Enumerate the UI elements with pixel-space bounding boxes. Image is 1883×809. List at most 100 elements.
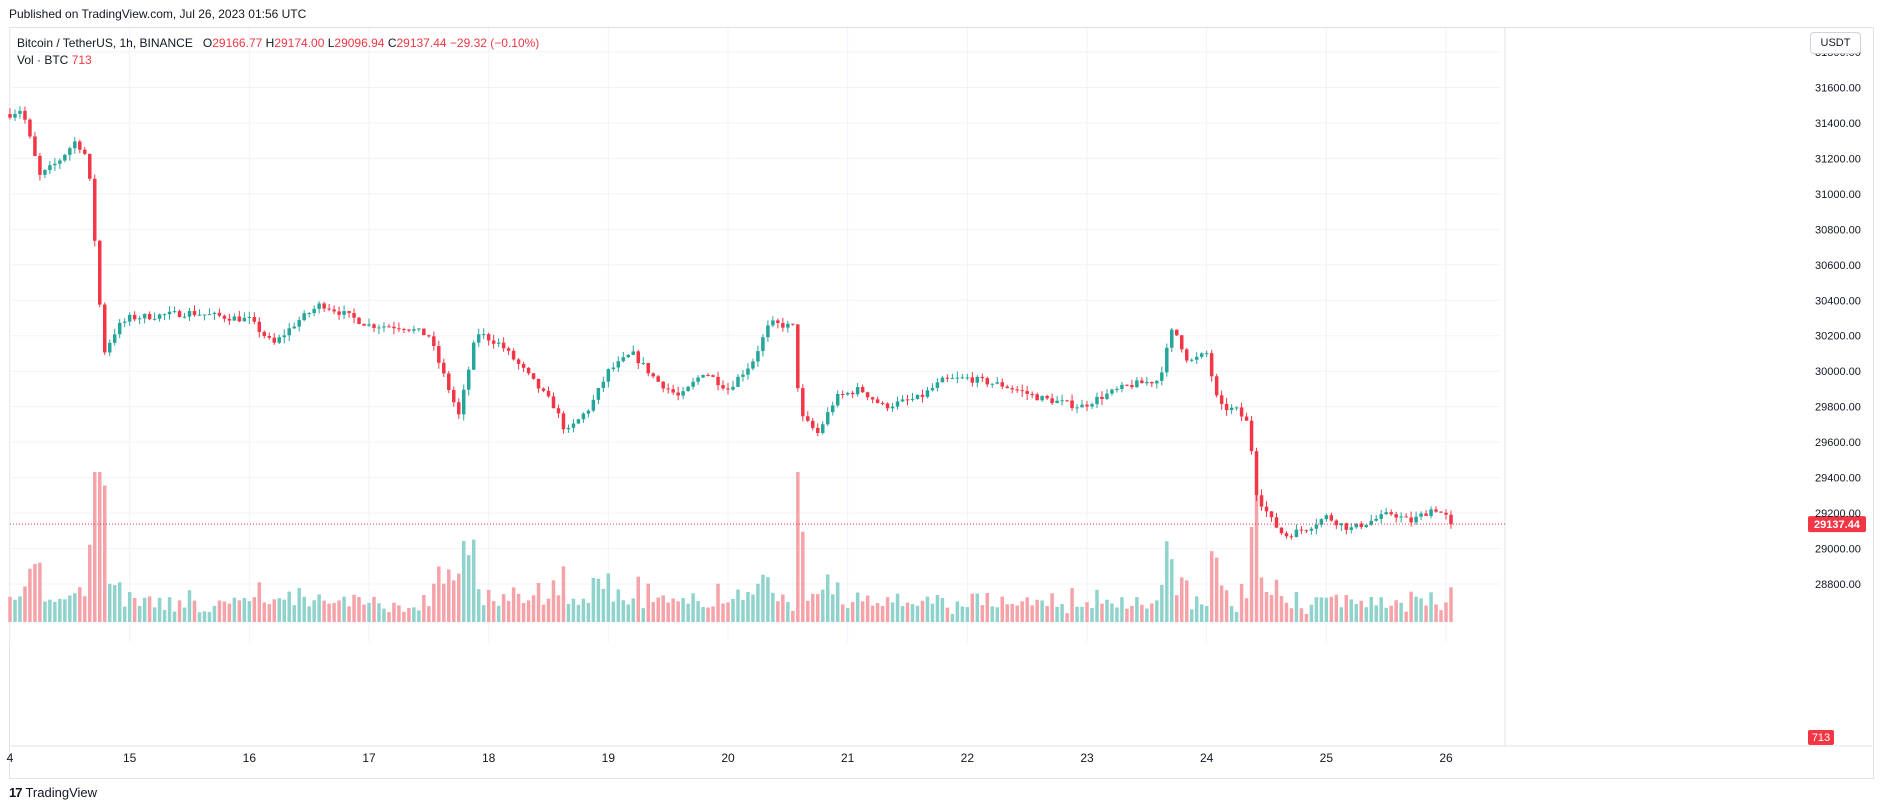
price-tick-label: 30600.00 <box>1815 260 1861 272</box>
volume-bar <box>1160 584 1164 622</box>
candle-body <box>1120 384 1124 389</box>
volume-bar <box>287 591 291 622</box>
candle-body <box>367 324 371 326</box>
volume-bar <box>402 611 406 622</box>
candle-body <box>786 323 790 328</box>
volume-bar <box>1384 607 1388 622</box>
candle-body <box>1329 515 1334 521</box>
candle-body <box>651 373 655 377</box>
candle-body <box>1374 518 1378 521</box>
candle-body <box>1369 520 1373 525</box>
candle-body <box>975 376 980 383</box>
candle-body <box>317 303 321 309</box>
volume-label[interactable]: Vol · BTC <box>17 53 69 67</box>
volume-bar <box>1105 599 1109 622</box>
volume-bar <box>177 600 182 622</box>
time-tick-label: 16 <box>243 751 257 765</box>
candle-body <box>486 334 491 341</box>
volume-bar <box>432 583 436 622</box>
candle-body <box>372 324 376 328</box>
candle-body <box>776 320 780 323</box>
candle-body <box>641 363 645 365</box>
volume-bar <box>312 600 316 622</box>
candle-body <box>511 350 516 360</box>
candle-body <box>835 393 840 406</box>
candle-body <box>347 311 351 313</box>
volume-bar <box>461 541 466 622</box>
candle-body <box>292 326 296 329</box>
candle-body <box>217 312 222 316</box>
volume-bar <box>152 607 157 622</box>
candle-body <box>162 314 167 316</box>
volume-bar <box>1264 591 1269 622</box>
candle-body <box>1304 530 1309 532</box>
volume-bar <box>1234 611 1239 622</box>
volume-bar <box>1070 588 1074 622</box>
volume-bar <box>1140 604 1144 622</box>
candle-body <box>536 378 541 389</box>
candle-body <box>965 377 970 379</box>
volume-bar <box>691 593 695 622</box>
candle-body <box>1339 523 1344 526</box>
candle-body <box>855 387 860 395</box>
candle-body <box>377 327 381 329</box>
candle-body <box>1404 516 1408 518</box>
candle-body <box>806 416 810 421</box>
candle-body <box>262 331 267 337</box>
volume-bar <box>666 602 670 622</box>
candle-body <box>741 374 745 377</box>
candle-body <box>626 354 631 358</box>
price-tick-label: 29400.00 <box>1815 473 1861 485</box>
volume-bar <box>581 598 586 622</box>
volume-bar <box>1175 595 1179 622</box>
volume-bar <box>68 595 72 622</box>
last-price-label: 29137.44 <box>1814 519 1861 531</box>
volume-bar <box>516 593 521 622</box>
volume-bar <box>811 593 815 622</box>
candle-body <box>152 318 157 320</box>
volume-bar <box>870 605 875 622</box>
volume-bar <box>606 573 611 622</box>
volume-bar <box>1304 613 1309 622</box>
low-label: L <box>327 36 335 50</box>
candle-body <box>107 342 112 353</box>
candle-body <box>1175 329 1179 336</box>
footer-brand[interactable]: 17 TradingView <box>9 785 97 800</box>
candle-body <box>706 374 710 376</box>
candle-body <box>631 351 636 355</box>
candle-body <box>112 334 117 343</box>
candle-body <box>227 318 232 321</box>
candle-body <box>1199 353 1204 357</box>
volume-bar <box>1434 604 1438 622</box>
volume-bar <box>1444 602 1448 622</box>
candle-body <box>875 399 880 403</box>
candle-body <box>172 311 177 313</box>
candle-body <box>496 342 501 344</box>
volume-bar <box>242 597 247 622</box>
symbol-label[interactable]: Bitcoin / TetherUS, 1h, BINANCE <box>17 36 193 50</box>
candle-body <box>1085 404 1089 407</box>
volume-bar <box>352 594 356 622</box>
volume-bar <box>8 596 12 622</box>
volume-bar <box>1155 600 1159 622</box>
candle-body <box>1015 389 1019 391</box>
candle-body <box>1224 403 1229 411</box>
volume-bar <box>392 602 396 622</box>
candle-body <box>731 386 735 390</box>
volume-bar <box>442 583 446 622</box>
candle-body <box>980 376 985 379</box>
volume-bar <box>636 576 641 622</box>
candle-body <box>1399 516 1403 518</box>
volume-bar <box>102 485 107 622</box>
volume-bar <box>1289 608 1294 622</box>
candle-body <box>746 368 750 375</box>
volume-bar <box>626 604 631 622</box>
volume-bar <box>761 574 765 622</box>
candle-body <box>940 377 945 383</box>
volume-bar <box>337 600 341 622</box>
candle-body <box>935 382 940 388</box>
volume-bar <box>950 614 955 622</box>
volume-bar <box>1339 607 1344 622</box>
currency-button[interactable]: USDT <box>1810 32 1861 54</box>
